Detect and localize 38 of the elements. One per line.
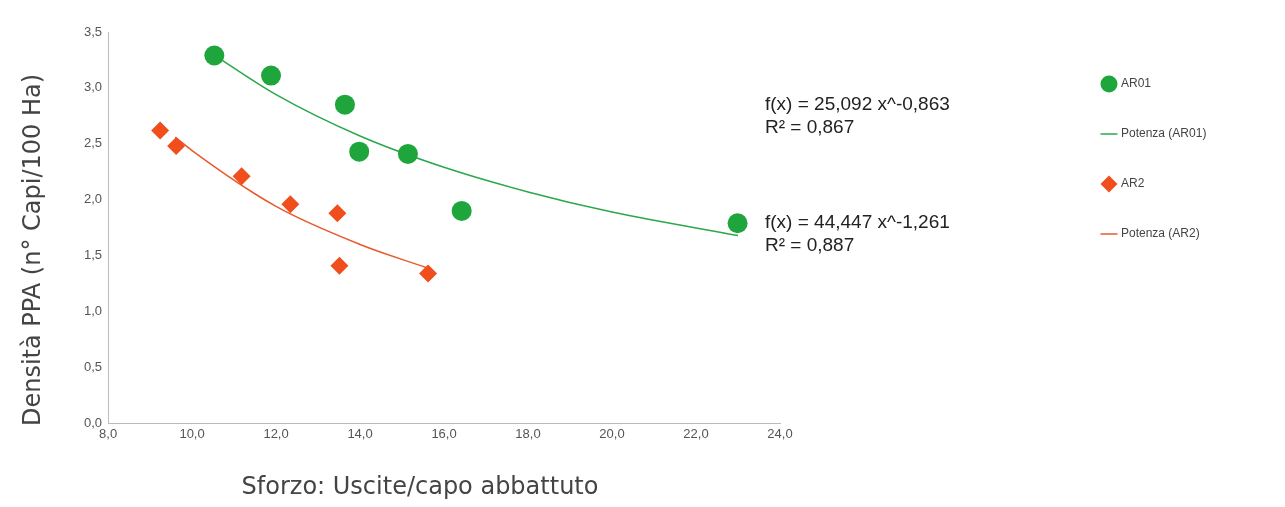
legend-label: AR01 <box>1121 76 1152 91</box>
point <box>451 200 472 221</box>
y-tick-label: 0,0 <box>83 414 103 430</box>
x-tick-label: 22,0 <box>683 425 709 441</box>
point <box>727 213 748 234</box>
x-tick-label: 12,0 <box>263 425 289 441</box>
x-tick-label: 18,0 <box>515 425 541 441</box>
point <box>397 143 418 164</box>
point <box>151 121 170 140</box>
x-tick-label: 24,0 <box>767 425 793 441</box>
y-tick-label: 1,5 <box>83 247 103 263</box>
legend-label: AR2 <box>1121 176 1145 191</box>
annotation: f(x) = 44,447 x^-1,261 R² = 0,887 <box>765 210 950 256</box>
x-axis-title: Sforzo: Uscite/capo abbattuto <box>241 472 599 500</box>
point <box>232 167 251 186</box>
x-tick-label: 14,0 <box>347 425 373 441</box>
point <box>334 94 355 115</box>
annotation: f(x) = 25,092 x^-0,863 R² = 0,867 <box>765 92 950 138</box>
point <box>204 45 225 66</box>
y-axis-title: Densità PPA (n° Capi/100 Ha) <box>18 73 46 427</box>
y-tick-label: 2,0 <box>83 191 103 207</box>
point <box>330 256 349 275</box>
y-tick-label: 0,5 <box>83 359 103 375</box>
x-tick-label: 10,0 <box>179 425 205 441</box>
y-tick-label: 3,5 <box>83 23 103 39</box>
point <box>349 141 370 162</box>
point <box>328 204 347 223</box>
point <box>419 264 438 283</box>
point <box>281 195 300 214</box>
legend-label: Potenza (AR2) <box>1121 226 1200 241</box>
y-tick-label: 3,0 <box>83 79 103 95</box>
x-tick-label: 16,0 <box>431 425 457 441</box>
point <box>167 137 186 156</box>
x-tick-label: 20,0 <box>599 425 625 441</box>
y-tick-label: 2,5 <box>83 135 103 151</box>
point <box>261 65 282 86</box>
y-tick-label: 1,0 <box>83 303 103 319</box>
legend-label: Potenza (AR01) <box>1121 126 1207 141</box>
